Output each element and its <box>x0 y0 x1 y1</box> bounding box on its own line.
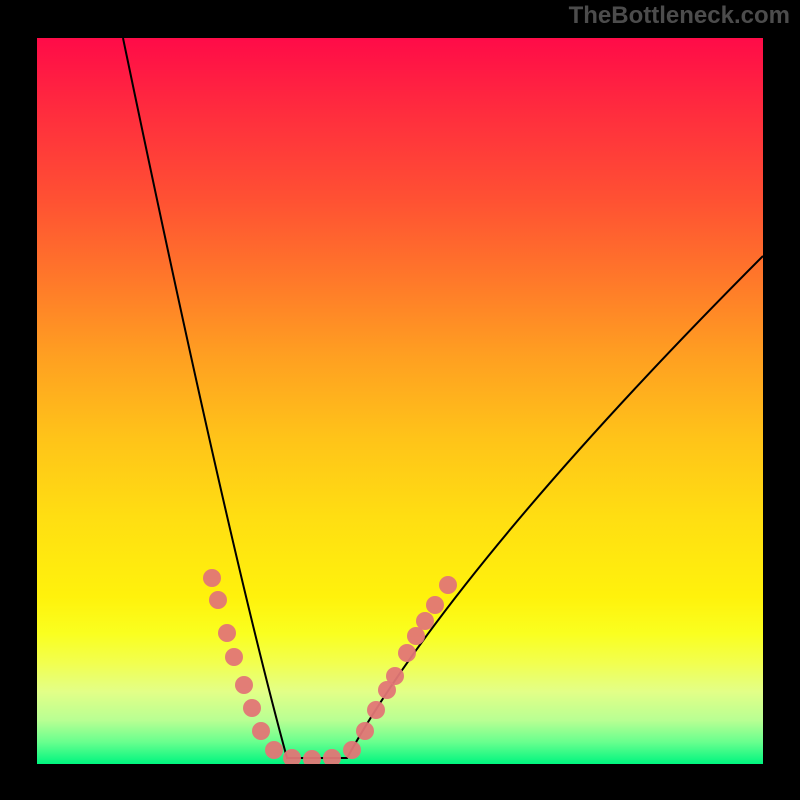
data-marker <box>252 722 270 740</box>
data-marker <box>343 741 361 759</box>
data-marker <box>416 612 434 630</box>
chart-svg <box>37 38 763 764</box>
watermark-text: TheBottleneck.com <box>569 2 790 30</box>
data-marker <box>426 596 444 614</box>
data-marker <box>439 576 457 594</box>
data-marker <box>356 722 374 740</box>
data-marker <box>203 569 221 587</box>
data-marker <box>367 701 385 719</box>
chart-container: TheBottleneck.com <box>0 0 800 800</box>
data-marker <box>235 676 253 694</box>
data-marker <box>386 667 404 685</box>
data-marker <box>218 624 236 642</box>
data-marker <box>243 699 261 717</box>
data-marker <box>265 741 283 759</box>
chart-plot-area <box>37 38 763 764</box>
data-marker <box>225 648 243 666</box>
data-marker <box>407 627 425 645</box>
data-marker <box>209 591 227 609</box>
data-marker <box>398 644 416 662</box>
